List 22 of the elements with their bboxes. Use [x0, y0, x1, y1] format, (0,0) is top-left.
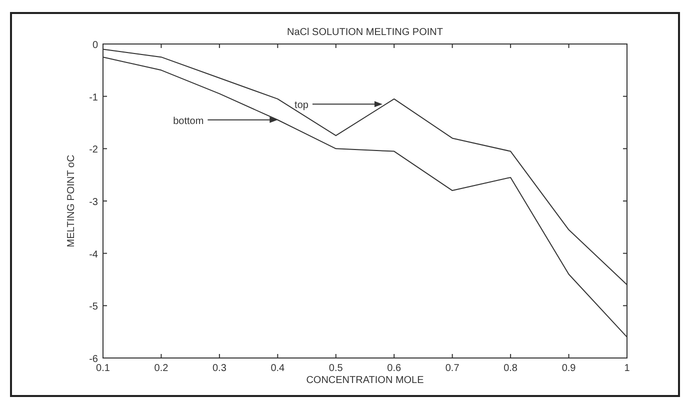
y-tick-label: -1 [89, 92, 98, 104]
x-tick-label: 0.1 [96, 363, 110, 374]
chart-title: NaCl SOLUTION MELTING POINT [287, 27, 443, 38]
x-tick-label: 0.5 [328, 363, 344, 374]
x-tick-label: 0.8 [504, 363, 518, 374]
x-tick-label: 0.3 [212, 363, 227, 374]
annotation: top [294, 100, 309, 112]
y-tick-label: -2 [89, 144, 98, 156]
x-tick-label: 0.9 [562, 363, 576, 374]
y-tick-label: -5 [89, 302, 98, 313]
x-tick-label: 0.4 [270, 363, 286, 374]
y-tick-label: -6 [89, 354, 98, 365]
y-tick-label: -3 [89, 197, 98, 208]
y-tick-label: 0 [92, 40, 98, 51]
y-axis-title: MELTING POINT oC [66, 154, 77, 248]
annotation: bottom [173, 116, 204, 127]
x-tick-label: 0.6 [387, 363, 402, 374]
x-axis-title: CONCENTRATION MOLE [306, 375, 424, 386]
x-tick-label: 0.2 [154, 363, 169, 374]
y-tick-label: -4 [89, 249, 98, 260]
x-tick-label: 0.7 [445, 363, 460, 374]
x-tick-label: 1 [624, 363, 630, 374]
